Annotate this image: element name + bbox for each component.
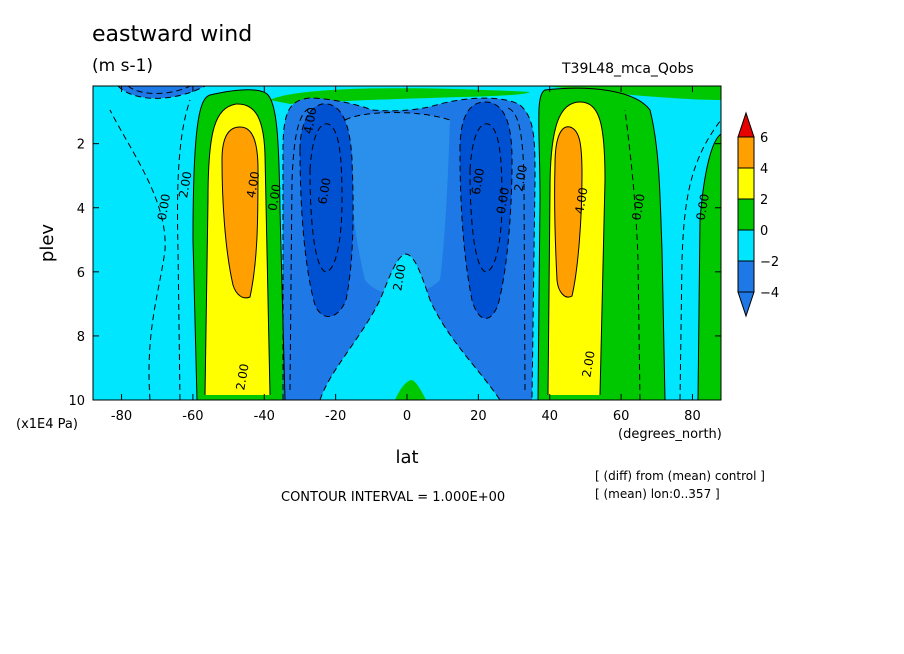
- x-tick-label: -60: [182, 409, 203, 424]
- colorbar-segment: [737, 136, 755, 169]
- x-tick-label: -80: [111, 409, 132, 424]
- equatorial-light-blue: [345, 112, 450, 295]
- x-tick-label: 80: [684, 409, 701, 424]
- y-tick-label: 6: [77, 266, 85, 281]
- cyan-equatorial-intrusion: [320, 254, 500, 400]
- y-axis-units: (x1E4 Pa): [16, 417, 78, 432]
- chart-title: eastward wind: [92, 22, 253, 47]
- colorbar-segment: [737, 167, 755, 200]
- x-tick-label: 20: [470, 409, 487, 424]
- x-tick-label: -40: [254, 409, 275, 424]
- equator-green-bump: [395, 380, 426, 400]
- y-axis-label: plev: [37, 224, 58, 263]
- y-tick-label: 10: [68, 394, 85, 409]
- contour-label: 0.00: [265, 183, 283, 212]
- right-edge-green: [698, 134, 721, 400]
- x-axis-units: (degrees_north): [618, 427, 722, 442]
- top-right-green: [545, 86, 721, 100]
- plot-area: [93, 86, 721, 400]
- y-tick-label: 8: [77, 330, 85, 345]
- x-tick-label: -20: [325, 409, 346, 424]
- colorbar-label: −4: [760, 286, 779, 301]
- colorbar: 6 4 2 0 −2 −4: [737, 111, 779, 318]
- dark-core-south: [300, 103, 354, 317]
- contour-label: 2.00: [512, 164, 530, 193]
- note-diff: [ (diff) from (mean) control ]: [595, 469, 765, 483]
- dark-core-north: [460, 102, 512, 319]
- colorbar-label: 2: [760, 193, 768, 208]
- colorbar-segment: [737, 229, 755, 262]
- colorbar-bottom-arrow: [737, 291, 755, 318]
- contour-label: 6.00: [469, 167, 487, 196]
- x-axis: -80 -60 -40 -20 0 20 40 60 80: [111, 86, 701, 424]
- contour-label: 4.00: [572, 186, 590, 215]
- contour-label: 0.00: [694, 193, 712, 222]
- orange-core-south: [222, 127, 258, 298]
- colorbar-segment: [737, 260, 755, 293]
- colorbar-segment: [737, 198, 755, 231]
- top-left-blue-patch: [118, 86, 205, 99]
- colorbar-label: −2: [760, 255, 779, 270]
- colorbar-label: 4: [760, 162, 768, 177]
- colorbar-top-arrow: [737, 111, 755, 138]
- contour-label: 2.00: [176, 170, 194, 199]
- colorbar-label: 0: [760, 224, 768, 239]
- x-tick-label: 40: [541, 409, 558, 424]
- contour-label: 4.00: [244, 170, 262, 199]
- colorbar-label: 6: [760, 131, 768, 146]
- y-tick-label: 2: [77, 138, 85, 153]
- contour-label: 2.00: [390, 263, 408, 292]
- contour-label: 2.00: [233, 363, 251, 392]
- x-tick-label: 0: [403, 409, 411, 424]
- contour-interval: CONTOUR INTERVAL = 1.000E+00: [281, 490, 506, 505]
- note-mean: [ (mean) lon:0..357 ]: [595, 487, 720, 501]
- contour-label: 4.00: [301, 106, 319, 135]
- orange-core-north: [554, 126, 582, 298]
- contour-label: 0.00: [494, 186, 512, 215]
- x-axis-label: lat: [395, 447, 418, 468]
- contour-label: 2.00: [579, 350, 597, 379]
- contour-lines: [192, 87, 721, 400]
- contour-label: 0.00: [155, 193, 173, 222]
- contour-label: 6.00: [315, 177, 333, 206]
- contour-label: 0.00: [629, 193, 647, 222]
- y-tick-label: 4: [77, 202, 85, 217]
- y-axis: 2 4 6 8 10: [68, 138, 721, 409]
- run-label: T39L48_mca_Qobs: [562, 61, 694, 77]
- x-tick-label: 60: [613, 409, 630, 424]
- contour-labels: 2.000.004.002.000.004.006.002.006.000.00…: [155, 106, 712, 391]
- chart-units: (m s-1): [92, 56, 154, 76]
- dashed-contours: [109, 86, 721, 400]
